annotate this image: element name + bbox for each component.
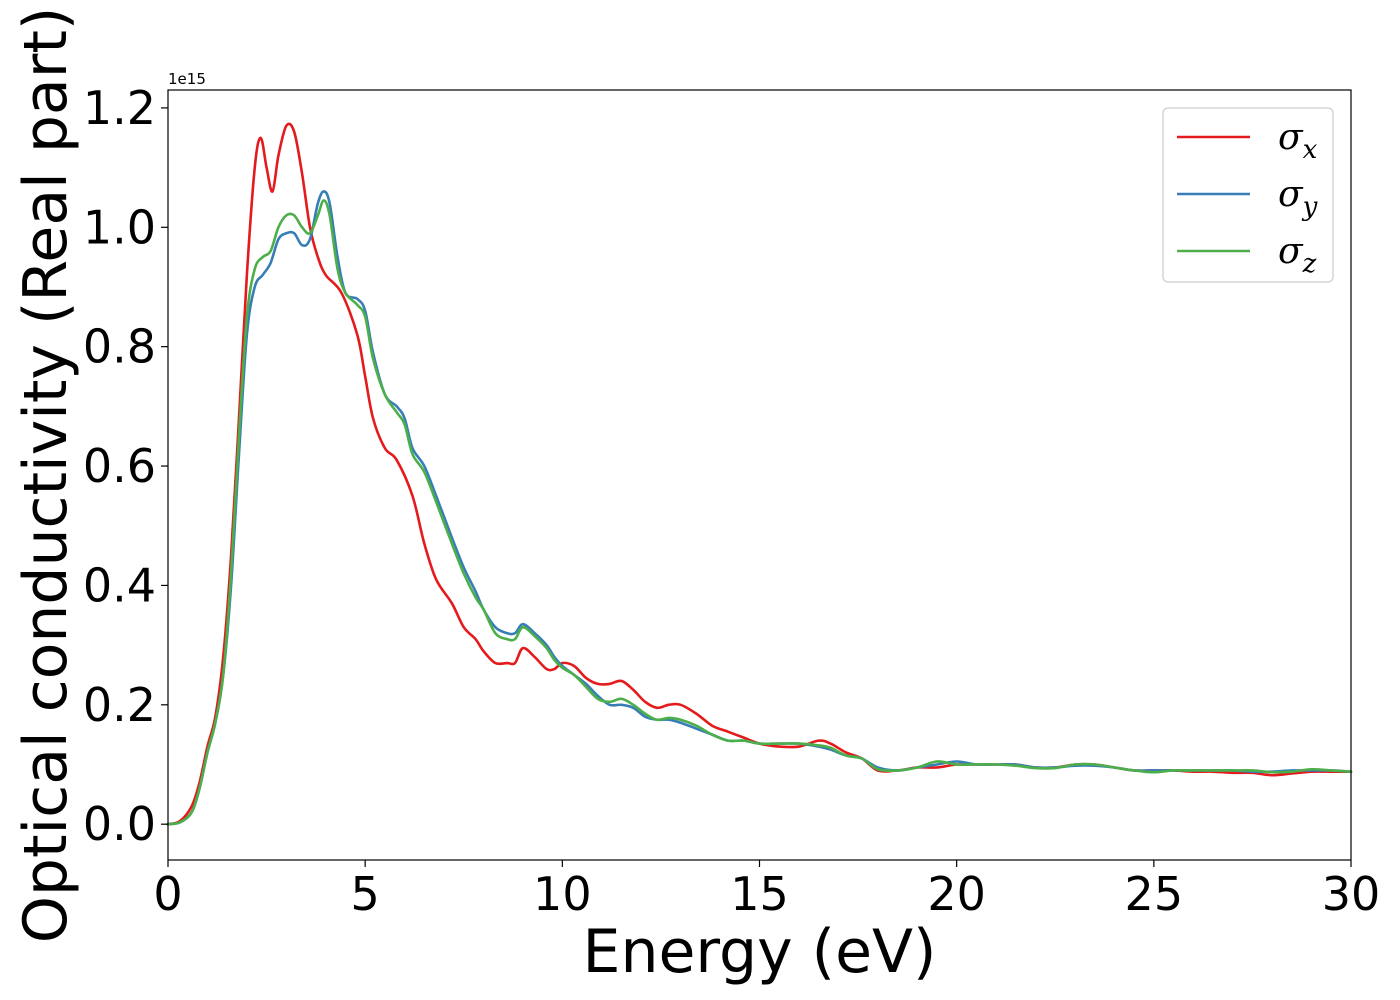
y-tick-label: 1.2 (83, 81, 156, 135)
legend-symbol: σ (1278, 231, 1304, 272)
legend-symbol: σ (1278, 117, 1304, 158)
y-tick-label: 0.6 (83, 439, 156, 493)
y-tick-label: 0.2 (83, 678, 156, 732)
legend-label-y: σy (1278, 174, 1318, 222)
x-tick-label: 25 (1125, 867, 1184, 921)
x-tick-label: 30 (1322, 867, 1381, 921)
y-axis: 0.0 0.2 0.4 0.6 0.8 1.0 1.2 (83, 81, 168, 851)
y-tick-label: 0.0 (83, 797, 156, 851)
plot-area (168, 90, 1351, 860)
legend-subscript: z (1302, 249, 1317, 279)
legend-label-x: σx (1278, 117, 1318, 165)
legend-subscript: x (1303, 135, 1318, 165)
series-layer (166, 122, 1353, 826)
x-tick-label: 20 (927, 867, 986, 921)
x-axis: 0 5 10 15 20 25 30 (153, 860, 1380, 921)
x-tick-label: 0 (153, 867, 182, 921)
y-tick-label: 1.0 (83, 200, 156, 254)
series-line-z (166, 199, 1353, 826)
x-tick-label: 10 (533, 867, 592, 921)
legend-label-z: σz (1278, 231, 1317, 279)
y-tick-label: 0.4 (83, 558, 156, 612)
x-axis-title: Energy (eV) (583, 917, 937, 987)
x-tick-label: 15 (730, 867, 789, 921)
y-tick-label: 0.8 (83, 320, 156, 374)
legend-subscript: y (1302, 192, 1318, 222)
y-axis-title: Optical conductivity (Real part) (11, 7, 81, 944)
y-offset-label: 1e15 (168, 70, 206, 88)
legend-symbol: σ (1278, 174, 1304, 215)
x-tick-label: 5 (351, 867, 380, 921)
